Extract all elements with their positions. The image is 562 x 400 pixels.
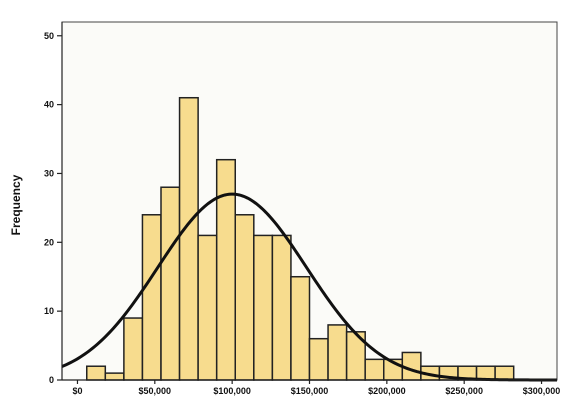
y-tick-label: 10 [44, 306, 54, 316]
histogram-bar [104, 372, 125, 381]
histogram-bar [364, 358, 385, 381]
histogram-bar [197, 234, 218, 381]
histogram-bar [160, 186, 181, 381]
x-tick-label: $250,000 [445, 386, 483, 396]
histogram-bar [141, 214, 162, 381]
normal-curve [61, 192, 557, 382]
x-tick-label: $150,000 [291, 386, 329, 396]
histogram-bar [494, 365, 515, 381]
y-tick-label: 20 [44, 237, 54, 247]
x-tick-label: $200,000 [368, 386, 406, 396]
histogram-bar [327, 324, 348, 381]
x-tick-label: $100,000 [213, 386, 251, 396]
histogram-bar [178, 96, 199, 381]
x-axis-ticks: $0 $50,000 $100,000 $150,000 $200,000 $250,00… [72, 380, 560, 396]
x-tick-label: $0 [72, 386, 82, 396]
histogram-bar [123, 317, 144, 381]
y-axis-ticks: 0 10 20 30 40 50 [44, 31, 62, 385]
histogram-bar [290, 275, 311, 381]
histogram-bar [253, 234, 274, 381]
y-tick-label: 0 [49, 375, 54, 385]
y-tick-label: 50 [44, 31, 54, 41]
histogram-bar [86, 365, 107, 381]
x-tick-label: $50,000 [139, 386, 172, 396]
histogram-bar [234, 214, 255, 381]
y-axis-title: Frequency [9, 174, 23, 235]
y-tick-label: 30 [44, 168, 54, 178]
y-tick-label: 40 [44, 100, 54, 110]
histogram-bar [308, 337, 329, 381]
x-tick-label: $300,000 [523, 386, 561, 396]
histogram-bar [271, 234, 292, 381]
